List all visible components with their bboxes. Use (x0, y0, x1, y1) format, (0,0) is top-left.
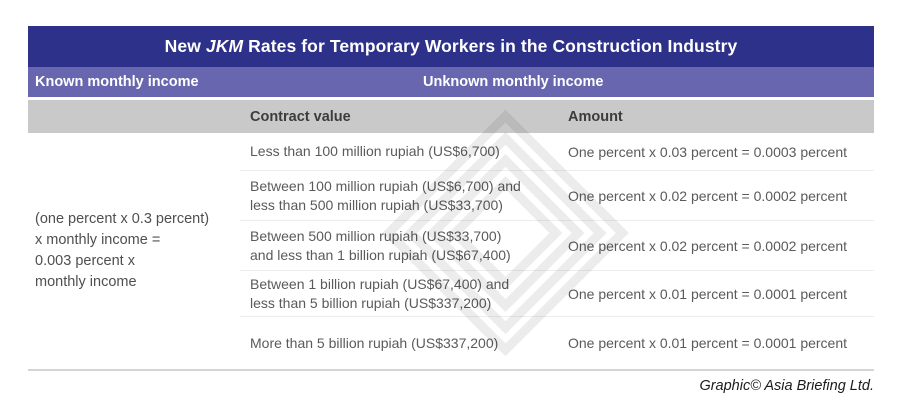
amount-cell: One percent x 0.01 percent = 0.0001 perc… (568, 285, 848, 302)
known-monthly-income-header: Known monthly income (35, 74, 199, 90)
table-row: Between 500 million rupiah (US$33,700) a… (240, 220, 874, 270)
column-header-row: Contract value Amount (28, 100, 874, 133)
contract-value-cell: Between 500 million rupiah (US$33,700) a… (250, 227, 511, 263)
unknown-income-rows: Less than 100 million rupiah (US$6,700) … (240, 133, 874, 369)
table-bottom-border (28, 369, 874, 371)
contract-value-cell: Between 1 billion rupiah (US$67,400) and… (250, 275, 510, 311)
table-title: New JKM Rates for Temporary Workers in t… (164, 36, 738, 56)
known-income-formula-cell: (one percent x 0.3 percent) x monthly in… (35, 211, 210, 290)
amount-cell: One percent x 0.02 percent = 0.0002 perc… (568, 237, 848, 254)
contract-value-cell: Less than 100 million rupiah (US$6,700) (250, 143, 500, 159)
contract-value-cell: Between 100 million rupiah (US$6,700) an… (250, 177, 521, 213)
credit-line: Graphic© Asia Briefing Ltd. (699, 378, 874, 394)
amount-cell: One percent x 0.03 percent = 0.0003 perc… (568, 143, 848, 160)
table-row: Less than 100 million rupiah (US$6,700) … (240, 133, 874, 170)
title-italic-term: JKM (205, 36, 244, 56)
contract-value-header: Contract value (250, 108, 351, 125)
contract-value-cell: More than 5 billion rupiah (US$337,200) (250, 334, 499, 351)
amount-cell: One percent x 0.01 percent = 0.0001 perc… (568, 335, 848, 351)
amount-header: Amount (568, 108, 623, 125)
table-row: More than 5 billion rupiah (US$337,200) … (240, 316, 874, 369)
amount-cell: One percent x 0.02 percent = 0.0002 perc… (568, 187, 848, 204)
unknown-monthly-income-header: Unknown monthly income (423, 74, 604, 90)
table-title-bar: New JKM Rates for Temporary Workers in t… (28, 26, 874, 67)
table-row: Between 1 billion rupiah (US$67,400) and… (240, 270, 874, 316)
rates-infographic: New JKM Rates for Temporary Workers in t… (28, 26, 874, 394)
table-row: Between 100 million rupiah (US$6,700) an… (240, 170, 874, 220)
table-body: (one percent x 0.3 percent) x monthly in… (28, 133, 874, 369)
income-group-header-row: Known monthly income Unknown monthly inc… (28, 67, 874, 97)
